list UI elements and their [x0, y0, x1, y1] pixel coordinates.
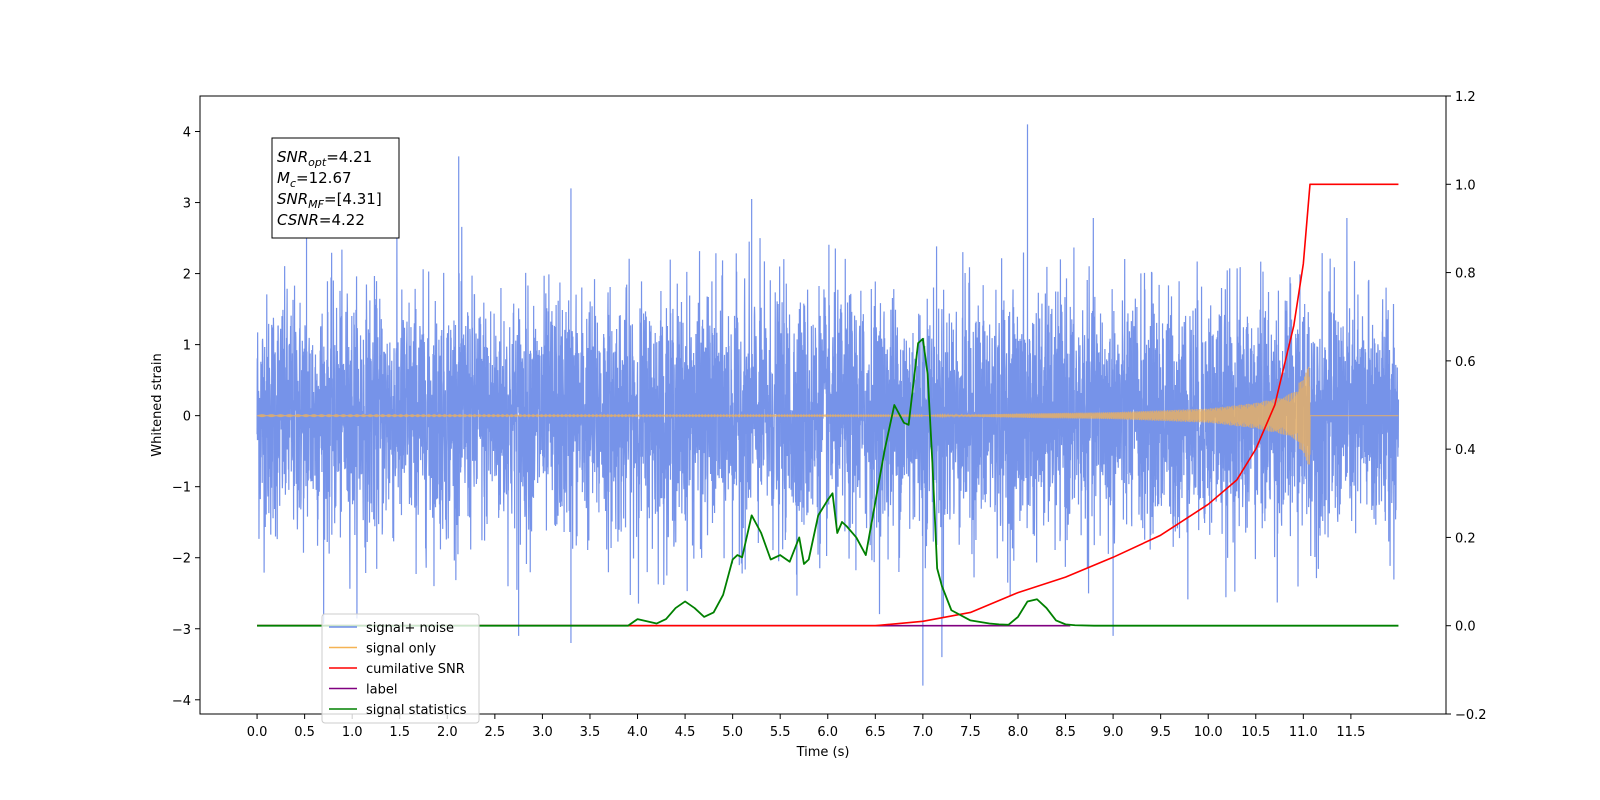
x-tick-label: 5.5 — [770, 725, 791, 740]
annotation-symbol: CSNR — [277, 211, 319, 229]
x-tick-label: 0.5 — [294, 725, 315, 740]
left-tick-label: 1 — [183, 339, 191, 354]
annotation-box — [271, 137, 400, 239]
legend-label: signal only — [366, 642, 436, 657]
annotation-subscript: opt — [308, 156, 327, 169]
x-tick-label: 5.0 — [722, 725, 743, 740]
right-tick-label: −0.2 — [1455, 708, 1487, 723]
annotation-value: =4.21 — [326, 148, 372, 166]
x-tick-label: 8.0 — [1008, 725, 1029, 740]
x-tick-label: 11.0 — [1289, 725, 1318, 740]
legend-label: label — [366, 683, 397, 698]
left-tick-label: −4 — [172, 694, 191, 709]
x-tick-label: 7.0 — [913, 725, 934, 740]
signal-noise-line — [256, 124, 1400, 686]
left-tick-label: 2 — [183, 268, 191, 283]
annotation-symbol: SNR — [277, 148, 308, 166]
right-tick-label: 0.4 — [1455, 443, 1476, 458]
annotation-subscript: c — [290, 177, 296, 190]
x-tick-label: 3.5 — [580, 725, 601, 740]
x-axis: 0.0 0.5 1.0 1.5 2.0 2.5 3.0 3.5 4.0 4.5 5.0 5.5 6.0 6… — [247, 714, 1365, 740]
signal-statistics-line — [257, 337, 1399, 627]
x-tick-label: 8.5 — [1055, 725, 1076, 740]
x-tick-label: 10.0 — [1194, 725, 1223, 740]
annotation-value: =[4.31] — [324, 190, 382, 208]
x-axis-label: Time (s) — [796, 745, 850, 760]
legend-label: cumilative SNR — [366, 662, 465, 677]
x-tick-label: 2.5 — [485, 725, 506, 740]
right-tick-label: 0.2 — [1455, 531, 1476, 546]
plot-layer — [256, 124, 1400, 686]
legend: signal+ noise signal only cumilative SNR la… — [321, 613, 480, 724]
x-tick-label: 1.5 — [389, 725, 410, 740]
legend-label: signal statistics — [366, 703, 467, 718]
left-tick-label: −3 — [172, 623, 191, 638]
x-tick-label: 11.5 — [1336, 725, 1365, 740]
annotation-symbol: M — [277, 169, 290, 187]
annotation-symbol: SNR — [277, 190, 308, 208]
legend-box — [321, 613, 480, 724]
x-tick-label: 6.0 — [817, 725, 838, 740]
annotation-line: SNRMF=[4.31] — [277, 190, 382, 211]
y-axis-label: Whitened strain — [150, 353, 165, 456]
legend-label: signal+ noise — [366, 621, 454, 636]
right-tick-label: 0.8 — [1455, 267, 1476, 282]
x-tick-label: 9.5 — [1150, 725, 1171, 740]
annotation-line: SNRopt=4.21 — [277, 148, 372, 169]
x-tick-label: 1.0 — [342, 725, 363, 740]
right-tick-label: 0.6 — [1455, 355, 1476, 370]
x-tick-label: 9.0 — [1103, 725, 1124, 740]
x-tick-label: 10.5 — [1241, 725, 1270, 740]
annotation-value: =12.67 — [296, 169, 352, 187]
left-tick-label: −1 — [172, 481, 191, 496]
cumulative-snr-line — [257, 183, 1399, 627]
plot-frame — [199, 95, 1447, 715]
annotation-subscript: MF — [308, 198, 324, 211]
right-y-axis: −0.2 0.0 0.2 0.4 0.6 0.8 1.0 1.2 — [1446, 90, 1487, 723]
x-tick-label: 2.0 — [437, 725, 458, 740]
signal-only-line — [256, 366, 1399, 465]
right-tick-label: 0.0 — [1455, 620, 1476, 635]
x-tick-label: 4.0 — [627, 725, 648, 740]
x-tick-label: 0.0 — [247, 725, 268, 740]
left-tick-label: 0 — [183, 410, 191, 425]
left-y-axis: −4 −3 −2 −1 0 1 2 3 4 — [172, 126, 200, 709]
x-tick-label: 3.0 — [532, 725, 553, 740]
x-tick-label: 6.5 — [865, 725, 886, 740]
annotation-value: =4.22 — [319, 211, 365, 229]
x-tick-label: 4.5 — [675, 725, 696, 740]
x-tick-label: 7.5 — [960, 725, 981, 740]
annotation-line: Mc=12.67 — [277, 169, 352, 190]
right-tick-label: 1.2 — [1455, 90, 1476, 105]
left-tick-label: 4 — [183, 126, 191, 141]
left-tick-label: 3 — [183, 197, 191, 212]
annotation-line: CSNR=4.22 — [277, 211, 365, 229]
right-tick-label: 1.0 — [1455, 178, 1476, 193]
left-tick-label: −2 — [172, 552, 191, 567]
